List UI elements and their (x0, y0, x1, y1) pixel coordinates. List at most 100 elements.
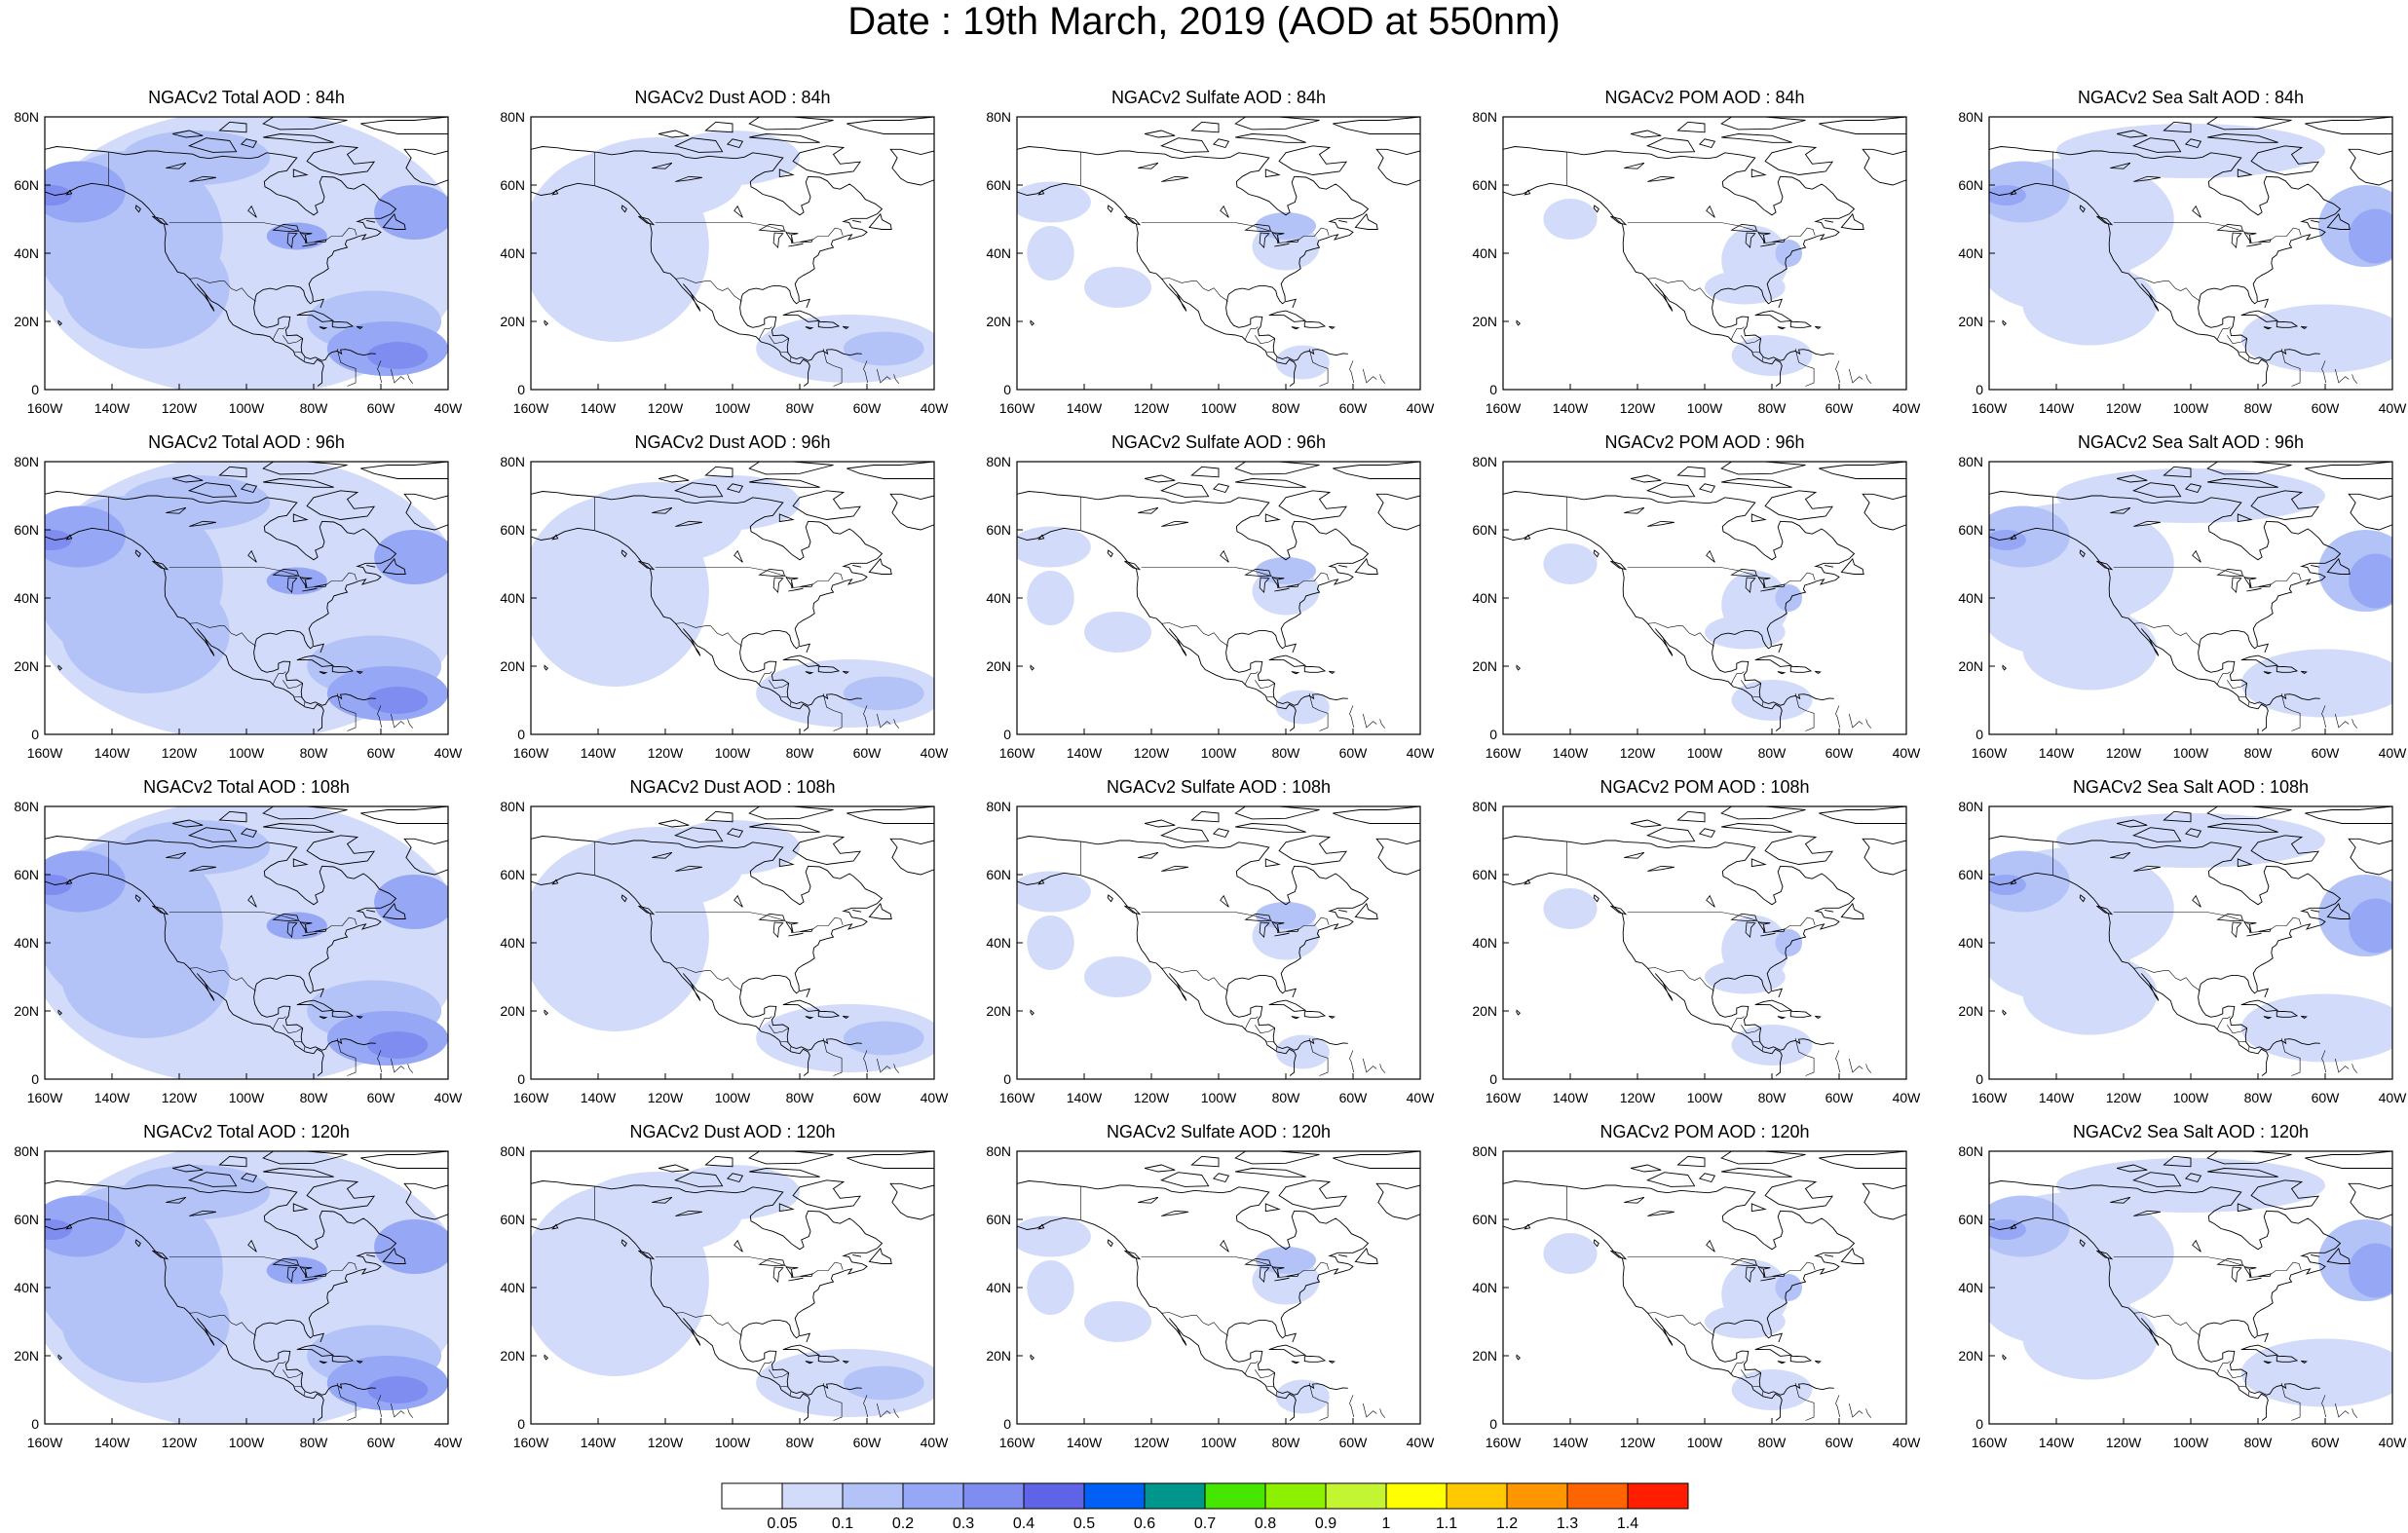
lat-tick-label: 40N (1472, 590, 1497, 606)
lat-tick-label: 40N (1472, 245, 1497, 261)
lat-tick-label: 80N (500, 799, 525, 814)
coastline (1496, 852, 1503, 871)
lon-tick-label: 100W (1687, 1090, 1723, 1105)
aod-region (844, 1022, 924, 1056)
lat-tick-label: 60N (500, 1212, 525, 1227)
panel-title: NGACv2 Sulfate AOD : 120h (1017, 1122, 1420, 1142)
lon-tick-label: 100W (1687, 1435, 1723, 1450)
lat-tick-label: 80N (14, 109, 39, 125)
colorbar-swatches (721, 1482, 1689, 1510)
aod-region (1084, 612, 1151, 653)
colorbar-swatch (1205, 1483, 1265, 1509)
colorbar-swatch (722, 1483, 782, 1509)
map-background (1503, 1151, 1906, 1424)
lat-tick-label: 40N (986, 590, 1011, 606)
lon-tick-label: 140W (1553, 1090, 1589, 1105)
lon-tick-label: 60W (367, 1090, 396, 1105)
lon-tick-label: 40W (434, 400, 464, 416)
map-background (1017, 117, 1420, 390)
lon-tick-label: 60W (1339, 400, 1369, 416)
lon-tick-label: 40W (2379, 400, 2408, 416)
aod-region (1027, 571, 1073, 625)
lon-tick-label: 100W (229, 1090, 265, 1105)
lat-tick-label: 60N (14, 1212, 39, 1227)
lon-tick-label: 80W (300, 400, 329, 416)
lat-tick-label: 40N (14, 590, 39, 606)
lat-tick-label: 80N (1472, 799, 1497, 814)
aod-region (367, 1376, 428, 1403)
lat-tick-label: 0 (1975, 382, 1983, 397)
coastline (524, 1197, 531, 1215)
aod-region (1256, 557, 1316, 584)
lon-tick-label: 100W (2173, 1435, 2209, 1450)
lat-tick-label: 80N (1958, 109, 1983, 125)
lat-tick-label: 20N (986, 658, 1011, 674)
lon-tick-label: 140W (1067, 1090, 1103, 1105)
lon-tick-label: 60W (2312, 1090, 2341, 1105)
lon-tick-label: 60W (1825, 745, 1855, 761)
lon-tick-label: 60W (367, 745, 396, 761)
lat-tick-label: 0 (517, 727, 525, 742)
colorbar-swatch (963, 1483, 1024, 1509)
coastline (1010, 163, 1017, 181)
colorbar-label: 0.6 (1134, 1515, 1155, 1533)
panel-title: NGACv2 Dust AOD : 96h (531, 432, 934, 453)
colorbar-label: 1.3 (1557, 1515, 1578, 1533)
aod-region (1084, 267, 1151, 308)
lon-tick-label: 140W (94, 1435, 131, 1450)
lat-tick-label: 0 (1003, 382, 1011, 397)
aod-region (1982, 919, 2130, 1001)
map-background (1503, 117, 1906, 390)
aod-region (1084, 956, 1151, 997)
lon-tick-label: 160W (27, 400, 63, 416)
colorbar-label: 1.1 (1436, 1515, 1457, 1533)
lat-tick-label: 40N (14, 245, 39, 261)
lat-tick-label: 20N (1958, 658, 1983, 674)
lon-tick-label: 60W (1825, 1435, 1855, 1450)
lat-tick-label: 80N (1472, 454, 1497, 469)
lon-tick-label: 80W (2244, 1435, 2274, 1450)
lon-tick-label: 60W (2312, 400, 2341, 416)
lon-tick-label: 100W (229, 745, 265, 761)
lon-tick-label: 120W (1620, 400, 1656, 416)
lon-tick-label: 140W (94, 400, 131, 416)
colorbar-label: 0.5 (1073, 1515, 1095, 1533)
lon-tick-label: 60W (2312, 1435, 2341, 1450)
lat-tick-label: 20N (986, 1003, 1011, 1019)
lat-tick-label: 80N (986, 109, 1011, 125)
colorbar-swatch (1326, 1483, 1386, 1509)
lon-tick-label: 140W (581, 745, 617, 761)
lon-tick-label: 160W (999, 1090, 1035, 1105)
lon-tick-label: 120W (1134, 1435, 1170, 1450)
lat-tick-label: 60N (1958, 1212, 1983, 1227)
lon-tick-label: 40W (1407, 1435, 1436, 1450)
lat-tick-label: 80N (986, 799, 1011, 814)
aod-region (1027, 1260, 1073, 1315)
lon-tick-label: 60W (1339, 745, 1369, 761)
lon-tick-label: 40W (1893, 1435, 1922, 1450)
lon-tick-label: 60W (367, 400, 396, 416)
coastline (1496, 163, 1503, 181)
lon-tick-label: 140W (2039, 400, 2075, 416)
lat-tick-label: 0 (1489, 1416, 1497, 1432)
map-background (1017, 1151, 1420, 1424)
lon-tick-label: 100W (2173, 1090, 2209, 1105)
aod-region (367, 342, 428, 369)
lon-tick-label: 160W (1486, 400, 1522, 416)
colorbar-label: 0.05 (767, 1515, 797, 1533)
lon-tick-label: 120W (648, 745, 684, 761)
panel-title: NGACv2 Dust AOD : 120h (531, 1122, 934, 1142)
